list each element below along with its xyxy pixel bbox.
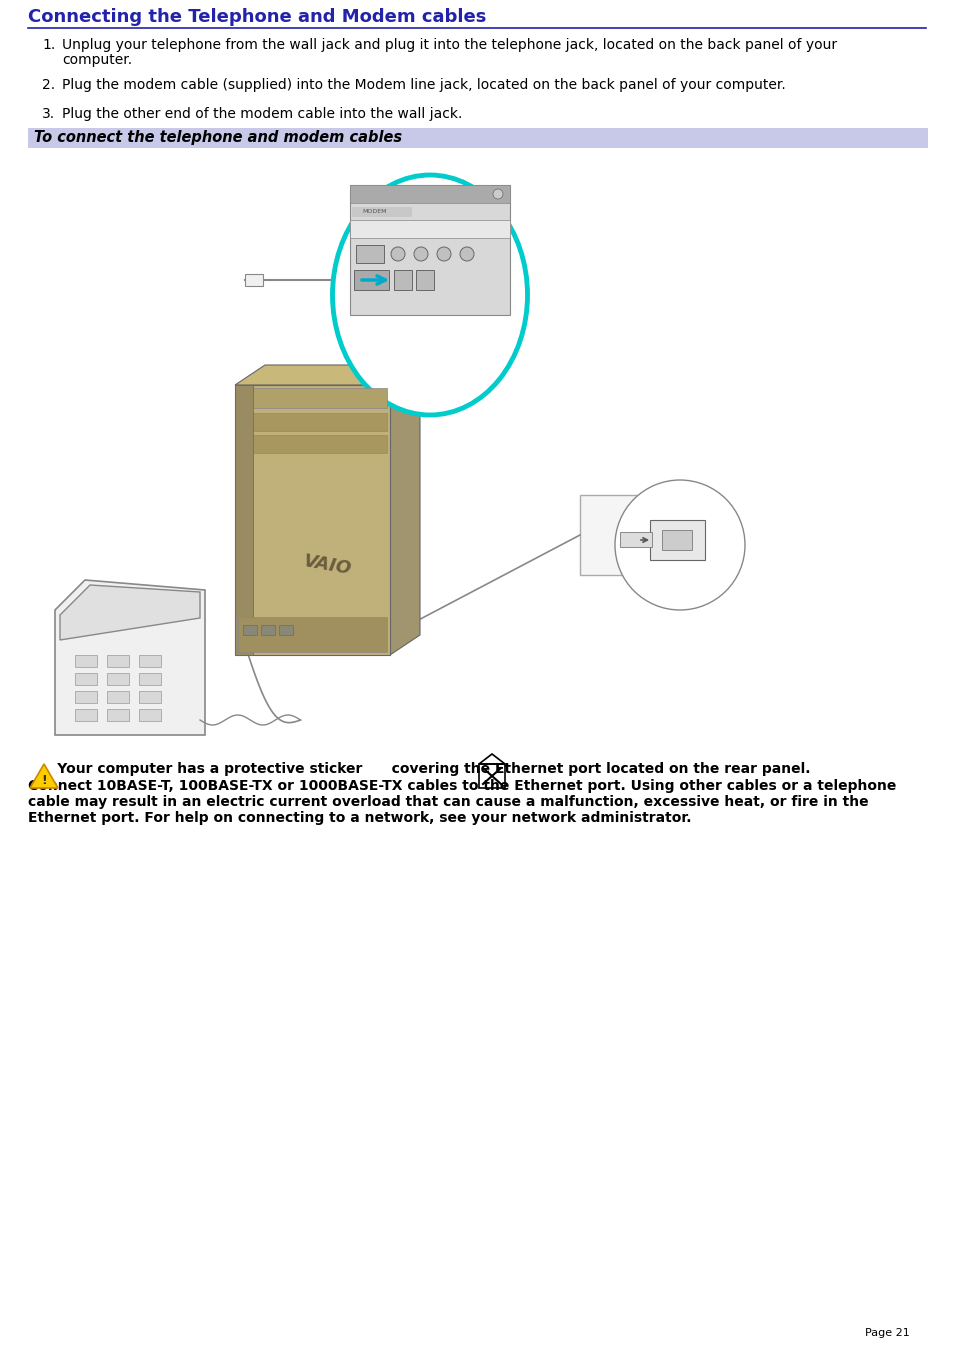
Polygon shape (60, 585, 200, 640)
Circle shape (414, 247, 428, 261)
Text: Your computer has a protective sticker      covering the Ethernet port located o: Your computer has a protective sticker c… (28, 762, 810, 775)
Text: VAIO: VAIO (301, 553, 352, 578)
Bar (234, 385, 390, 655)
Circle shape (459, 247, 474, 261)
Bar (278, 626, 293, 635)
Bar (107, 673, 129, 685)
Ellipse shape (333, 176, 527, 415)
Bar (139, 690, 161, 703)
Bar (261, 626, 274, 635)
Text: Unplug your telephone from the wall jack and plug it into the telephone jack, lo: Unplug your telephone from the wall jack… (62, 38, 836, 51)
Bar (579, 494, 639, 576)
Bar (237, 435, 387, 453)
Bar (354, 270, 389, 290)
Text: Ethernet port. For help on connecting to a network, see your network administrat: Ethernet port. For help on connecting to… (28, 811, 691, 825)
Bar (75, 655, 97, 667)
Bar (139, 655, 161, 667)
Bar (75, 690, 97, 703)
Text: Connecting the Telephone and Modem cables: Connecting the Telephone and Modem cable… (28, 8, 486, 26)
Bar (394, 270, 412, 290)
Polygon shape (55, 580, 205, 735)
Bar (649, 520, 704, 561)
Bar (661, 530, 691, 550)
Bar (237, 617, 387, 653)
Bar (350, 185, 510, 203)
Bar (355, 245, 384, 263)
Text: Plug the other end of the modem cable into the wall jack.: Plug the other end of the modem cable in… (62, 107, 462, 122)
Circle shape (615, 480, 744, 611)
Bar (243, 626, 256, 635)
Text: cable may result in an electric current overload that can cause a malfunction, e: cable may result in an electric current … (28, 794, 868, 809)
Bar (234, 385, 253, 655)
Bar (350, 185, 510, 315)
Text: computer.: computer. (62, 53, 132, 68)
Polygon shape (234, 365, 419, 385)
Bar (107, 655, 129, 667)
Bar (107, 690, 129, 703)
Text: Connect 10BASE-T, 100BASE-TX or 1000BASE-TX cables to the Ethernet port. Using o: Connect 10BASE-T, 100BASE-TX or 1000BASE… (28, 780, 896, 793)
Text: 1.: 1. (42, 38, 55, 51)
Text: Page 21: Page 21 (864, 1328, 909, 1337)
Bar (28, 128, 927, 149)
Polygon shape (390, 365, 419, 655)
Bar (107, 709, 129, 721)
Bar (416, 270, 434, 290)
Bar (237, 413, 387, 431)
Circle shape (391, 247, 405, 261)
Bar (245, 274, 263, 286)
Bar (139, 673, 161, 685)
Text: Plug the modem cable (supplied) into the Modem line jack, located on the back pa: Plug the modem cable (supplied) into the… (62, 78, 785, 92)
Bar (237, 388, 387, 408)
Text: 2.: 2. (42, 78, 55, 92)
Circle shape (493, 189, 502, 199)
Polygon shape (30, 765, 58, 788)
Bar (350, 220, 510, 238)
Bar (478, 765, 504, 788)
Bar (352, 207, 412, 218)
Bar (619, 532, 651, 547)
Text: To connect the telephone and modem cables: To connect the telephone and modem cable… (34, 130, 402, 145)
Text: MODEM: MODEM (361, 209, 386, 213)
Circle shape (436, 247, 451, 261)
Bar (75, 709, 97, 721)
Text: 3.: 3. (42, 107, 55, 122)
Text: !: ! (41, 774, 47, 786)
Bar (139, 709, 161, 721)
Bar (75, 673, 97, 685)
